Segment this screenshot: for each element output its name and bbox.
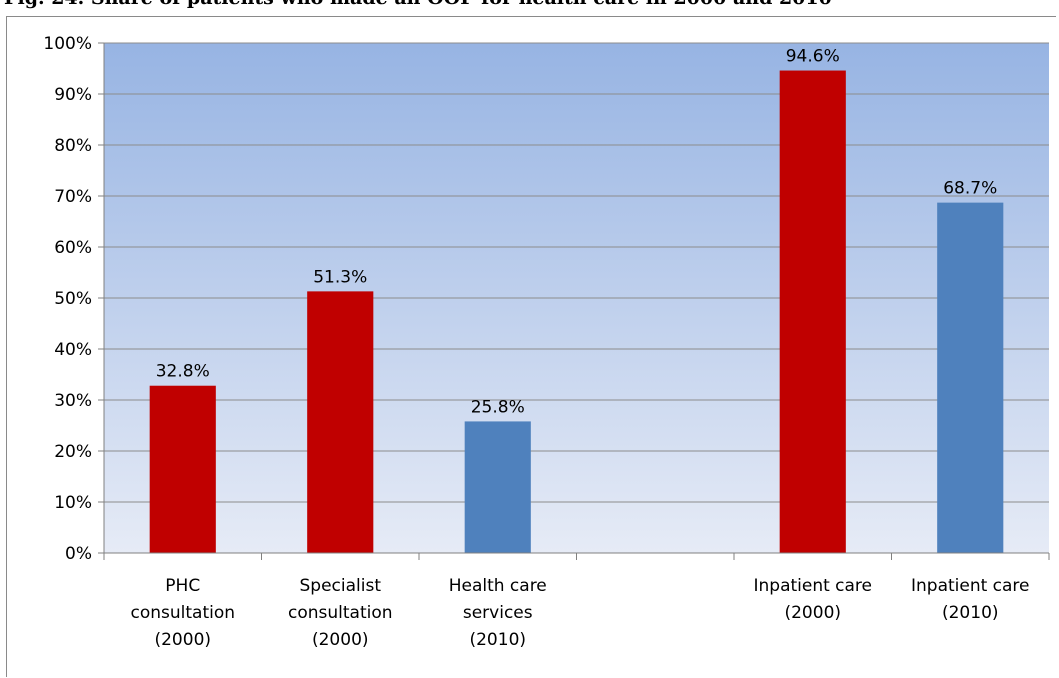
x-category-label: Specialist consultation (2000) (288, 576, 393, 650)
x-category-label-line: consultation (130, 603, 235, 623)
x-category-label-line: (2000) (154, 630, 211, 650)
x-category-label-line: Inpatient care (911, 576, 1030, 596)
gridlines (98, 42, 1049, 554)
y-tick-label: 30% (54, 391, 92, 411)
bar (307, 291, 374, 553)
x-category-label: Inpatient care (2010) (911, 576, 1030, 623)
x-category-label-line: Specialist (300, 576, 382, 596)
x-category-labels: PHC consultation (2000) Specialist consultat… (130, 576, 1029, 650)
figure-title: Fig. 24. Share of patients who made an O… (4, 0, 832, 9)
y-tick-label: 50% (54, 289, 92, 309)
axes (103, 43, 1050, 560)
value-labels: 32.8% 51.3% 25.8% 94.6% 68.7% (156, 47, 998, 418)
chart-frame: 0% 10% 20% 30% 40% 50% 60% 70% 80% 90% 100% 32.8% 5… (6, 16, 1056, 677)
value-label: 94.6% (786, 47, 840, 67)
x-category-label-line: consultation (288, 603, 393, 623)
y-tick-label: 100% (43, 34, 92, 54)
x-category-label-line: (2010) (942, 603, 999, 623)
y-tick-label: 90% (54, 85, 92, 105)
x-category-label-line: (2000) (784, 603, 841, 623)
x-category-label-line: Health care (449, 576, 547, 596)
x-category-label-line: Inpatient care (753, 576, 872, 596)
value-label: 25.8% (471, 397, 525, 417)
x-category-label: PHC consultation (2000) (130, 576, 235, 650)
x-category-label: Health care services (2010) (449, 576, 547, 650)
y-tick-label: 20% (54, 442, 92, 462)
x-category-label-line: (2010) (469, 630, 526, 650)
bar (149, 385, 216, 553)
bar (937, 202, 1004, 553)
x-category-label-line: services (463, 603, 533, 623)
bar (464, 421, 531, 553)
bar-chart: 0% 10% 20% 30% 40% 50% 60% 70% 80% 90% 100% 32.8% 5… (43, 34, 1050, 650)
y-tick-label: 60% (54, 238, 92, 258)
x-category-label-line: (2000) (312, 630, 369, 650)
value-label: 32.8% (156, 362, 210, 382)
y-tick-label: 80% (54, 136, 92, 156)
y-tick-label: 40% (54, 340, 92, 360)
y-tick-label: 70% (54, 187, 92, 207)
y-tick-label: 10% (54, 493, 92, 513)
value-label: 51.3% (313, 267, 367, 287)
bars (149, 70, 1004, 553)
bar (779, 70, 846, 553)
x-category-label-line: PHC (165, 576, 200, 596)
y-tick-labels: 0% 10% 20% 30% 40% 50% 60% 70% 80% 90% 100% (43, 34, 92, 564)
value-label: 68.7% (943, 179, 997, 199)
x-category-label: Inpatient care (2000) (753, 576, 872, 623)
y-tick-label: 0% (65, 544, 92, 564)
